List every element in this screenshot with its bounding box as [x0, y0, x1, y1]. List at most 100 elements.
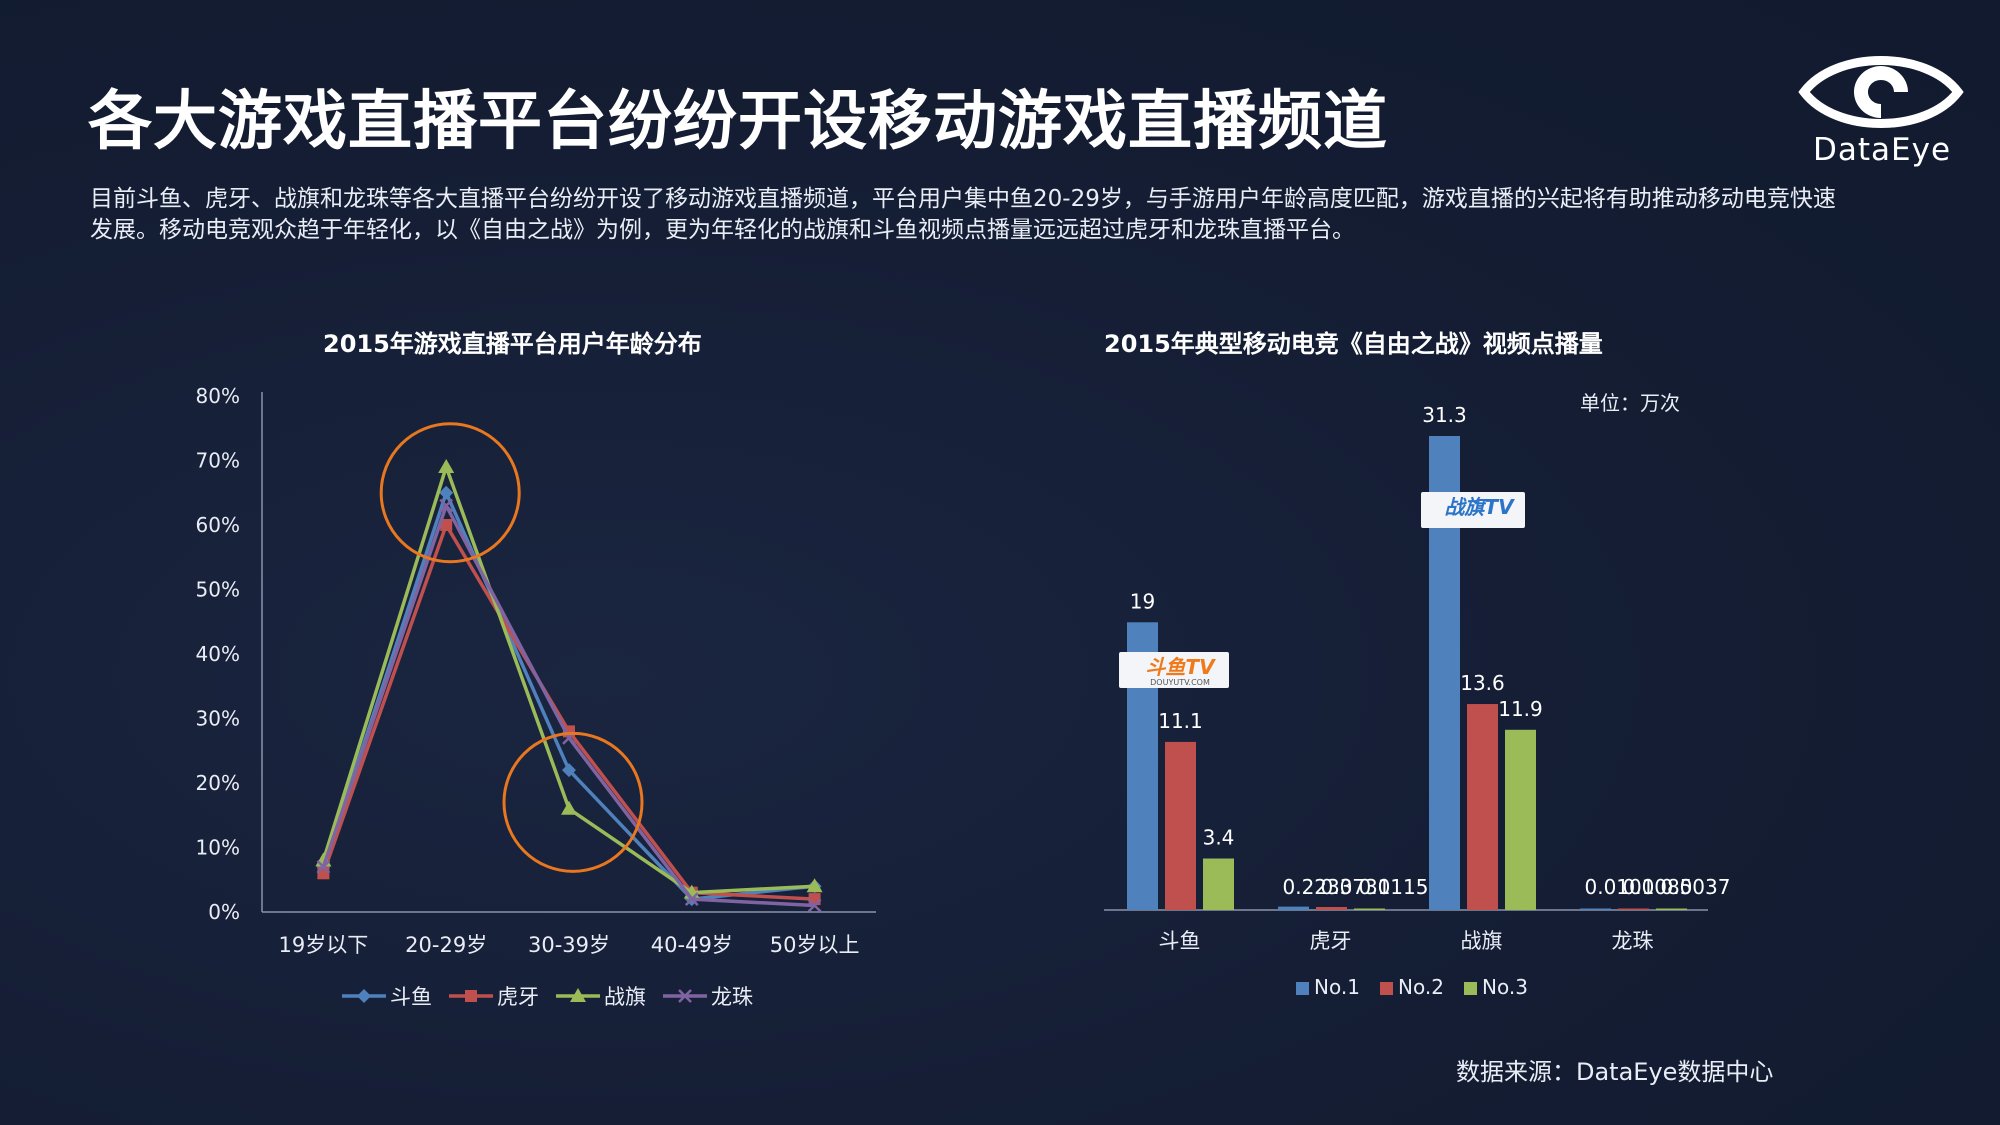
bar: [1316, 907, 1347, 910]
data-label: 31.3: [1422, 403, 1467, 427]
x-tick-label: 龙珠: [1612, 929, 1654, 953]
x-tick-label: 30-39岁: [528, 933, 610, 957]
line-chart-title: 2015年游戏直播平台用户年龄分布: [323, 330, 702, 358]
legend-marker: [465, 990, 477, 1002]
bar: [1656, 908, 1687, 910]
data-point: [438, 458, 455, 473]
legend-item: 战旗: [556, 985, 646, 1009]
y-tick-label: 50%: [196, 578, 240, 602]
data-label: 11.1: [1158, 709, 1203, 733]
legend-label: 斗鱼: [390, 985, 432, 1009]
legend-item: No.1: [1296, 975, 1360, 999]
bar: [1467, 704, 1498, 910]
legend-item: No.2: [1380, 975, 1444, 999]
platform-logo-badge: 战旗TV: [1421, 492, 1525, 528]
series-龙珠: [316, 498, 822, 913]
y-tick-label: 60%: [196, 513, 240, 537]
page-title: 各大游戏直播平台纷纷开设移动游戏直播频道: [88, 85, 1388, 159]
data-point: [807, 898, 822, 913]
series-line: [321, 491, 815, 901]
unit-label: 单位：万次: [1580, 391, 1680, 415]
series-line: [321, 465, 815, 895]
page-description: 目前斗鱼、虎牙、战旗和龙珠等各大直播平台纷纷开设了移动游戏直播频道，平台用户集中…: [90, 186, 1836, 243]
logo-text: DataEye: [1813, 132, 1952, 168]
data-point: [439, 498, 454, 513]
bar: [1580, 908, 1611, 910]
data-label: 0.0101: [1585, 875, 1655, 899]
dataeye-eye-icon: [1798, 56, 1964, 128]
legend-item: 龙珠: [663, 985, 753, 1009]
x-tick-label: 斗鱼: [1159, 929, 1201, 953]
data-label: 0.0115: [1359, 875, 1429, 899]
highlight-circle: [502, 731, 644, 873]
x-tick-label: 战旗: [1461, 929, 1503, 953]
data-label: 19: [1130, 589, 1155, 613]
legend-swatch: [1464, 982, 1477, 995]
legend-label: No.2: [1398, 975, 1444, 999]
bar: [1354, 908, 1385, 910]
series-战旗: [315, 458, 823, 899]
legend-label: 虎牙: [497, 985, 539, 1009]
series-line: [321, 503, 815, 908]
y-tick-label: 40%: [196, 642, 240, 666]
badge-subtext: DOUYUTV.COM: [1150, 678, 1210, 687]
badge-background: [1119, 652, 1229, 688]
data-point: [316, 859, 331, 874]
legend-label: 龙珠: [711, 985, 753, 1009]
bar: [1505, 729, 1536, 910]
y-tick-label: 80%: [196, 384, 240, 408]
y-tick-label: 20%: [196, 771, 240, 795]
x-tick-label: 50岁以上: [770, 933, 860, 957]
series-虎牙: [317, 519, 821, 906]
x-tick-label: 19岁以下: [279, 933, 369, 957]
x-tick-label: 20-29岁: [405, 933, 487, 957]
data-point: [439, 485, 454, 500]
x-tick-label: 虎牙: [1310, 929, 1352, 953]
badge-text: 战旗TV: [1444, 495, 1515, 519]
data-point: [317, 867, 330, 880]
legend-label: No.1: [1314, 975, 1360, 999]
series-line: [321, 523, 815, 901]
data-point: [562, 763, 576, 778]
data-label: 13.6: [1460, 671, 1505, 695]
data-point: [806, 878, 823, 893]
legend-item: 斗鱼: [342, 985, 432, 1009]
data-label: 11.9: [1498, 697, 1543, 721]
legend-marker: [678, 989, 692, 1003]
data-label: 0.0037: [1661, 875, 1731, 899]
legend-swatch: [1296, 982, 1309, 995]
legend-label: No.3: [1482, 975, 1528, 999]
x-tick-label: 40-49岁: [651, 933, 733, 957]
badge-background: [1421, 492, 1525, 528]
y-tick-label: 10%: [196, 836, 240, 860]
data-label: 0.0731: [1321, 875, 1391, 899]
legend-item: 虎牙: [449, 985, 539, 1009]
data-point: [561, 800, 577, 815]
data-point: [440, 519, 453, 531]
data-point: [808, 893, 821, 906]
legend-marker: [570, 988, 586, 1002]
legend-item: No.3: [1464, 975, 1528, 999]
data-label: 3.4: [1203, 826, 1235, 850]
bar: [1278, 906, 1309, 910]
y-tick-label: 30%: [196, 707, 240, 731]
bar: [1618, 908, 1649, 910]
data-label: 0.0085: [1623, 875, 1693, 899]
bar: [1203, 858, 1234, 910]
badge-text: 斗鱼TV: [1145, 655, 1216, 679]
legend-label: 战旗: [604, 985, 646, 1009]
y-tick-label: 0%: [208, 900, 240, 924]
legend-swatch: [1380, 982, 1393, 995]
legend-marker: [357, 989, 371, 1003]
age-distribution-line-chart: 0% 10% 20% 30% 40% 50% 60% 70% 80% 19岁以下 20-29岁 30-…: [196, 384, 876, 1009]
highlight-circle: [379, 422, 521, 564]
data-label: 0.2233: [1283, 875, 1353, 899]
series-斗鱼: [316, 485, 822, 907]
bar: [1165, 741, 1196, 910]
data-source: 数据来源：DataEye数据中心: [1456, 1058, 1774, 1086]
bar-chart-title: 2015年典型移动电竞《自由之战》视频点播量: [1104, 330, 1603, 358]
y-tick-label: 70%: [196, 449, 240, 473]
